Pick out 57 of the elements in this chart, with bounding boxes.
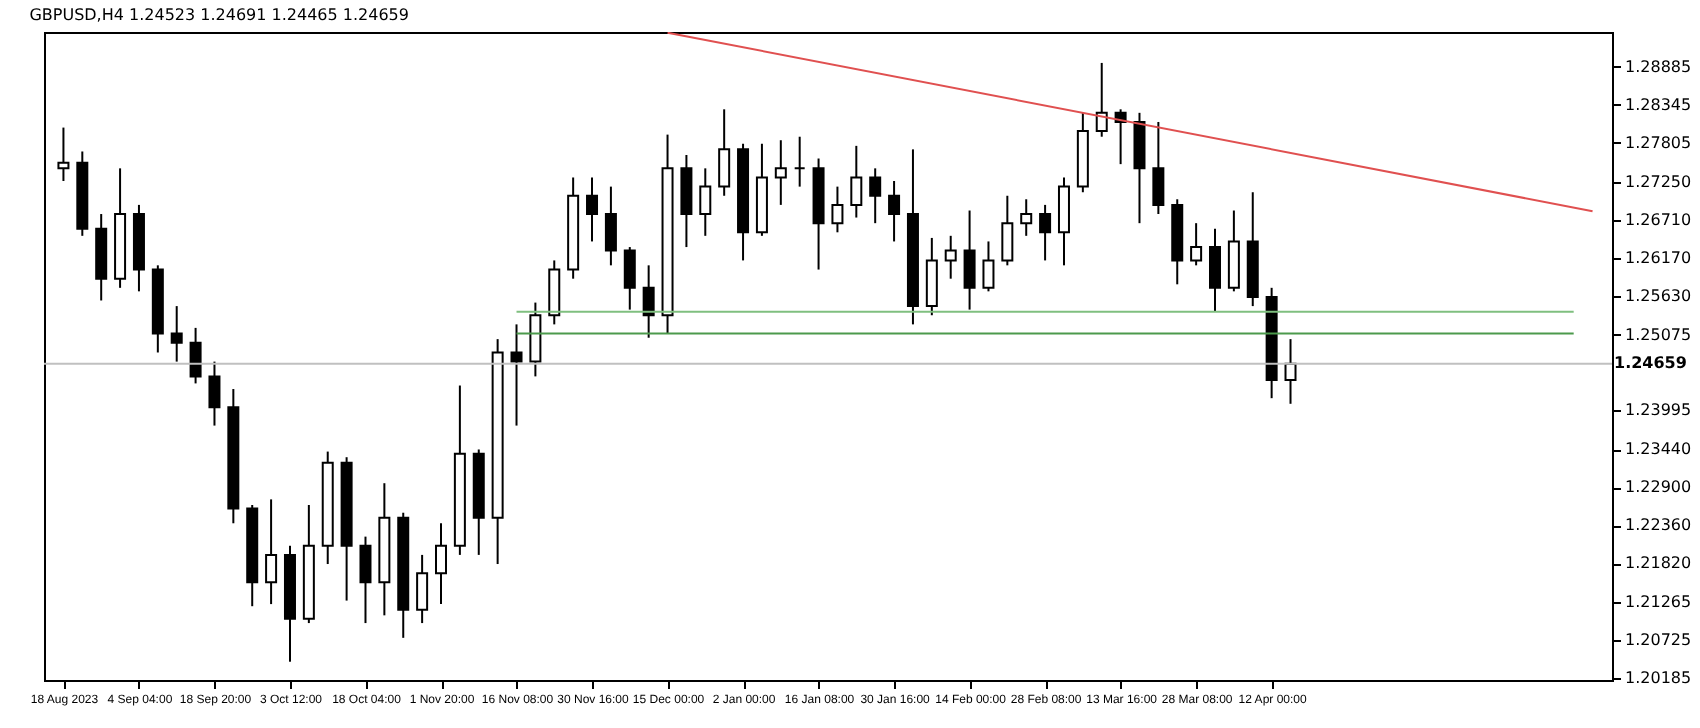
candlestick <box>189 326 202 385</box>
candlestick <box>1190 222 1203 267</box>
y-tick-label: 1.25075 <box>1625 325 1692 344</box>
y-tick-label: 1.27250 <box>1625 172 1692 191</box>
candlestick <box>548 259 561 326</box>
candlestick <box>1133 111 1146 225</box>
candlestick <box>586 176 599 243</box>
candlestick <box>604 185 617 267</box>
candlestick <box>529 301 542 378</box>
candlestick <box>1020 198 1033 237</box>
y-tick-label: 1.21265 <box>1625 593 1692 612</box>
y-tick-label: 1.23995 <box>1625 401 1692 420</box>
candlestick <box>416 553 429 625</box>
candlestick <box>982 240 995 293</box>
candlestick <box>435 522 447 606</box>
y-tick-label: 1.22360 <box>1625 516 1692 535</box>
y-tick-label: 1.28885 <box>1625 57 1692 76</box>
candlestick <box>793 135 806 188</box>
y-tick-label: 1.20725 <box>1625 631 1692 650</box>
candlestick <box>680 153 693 249</box>
y-tick-label: 1.27805 <box>1625 133 1692 152</box>
candlestick <box>944 234 957 280</box>
y-tick-label: 1.25630 <box>1625 286 1692 305</box>
candlestick <box>1227 209 1240 293</box>
candlestick <box>208 360 221 427</box>
candlestick <box>850 144 863 219</box>
candlestick <box>1209 227 1221 313</box>
candlestick <box>170 305 183 363</box>
candlestick <box>265 498 278 606</box>
chart-title: GBPUSD,H4 1.24523 1.24691 1.24465 1.24659 <box>29 6 409 24</box>
candlestick <box>774 139 787 206</box>
candlestick <box>1057 176 1070 267</box>
candlestick <box>57 126 70 182</box>
y-tick-label: 1.20185 <box>1625 669 1692 688</box>
candlestick <box>1001 194 1014 267</box>
candlestick <box>1039 203 1052 262</box>
candlestick <box>510 323 523 427</box>
candlestick <box>925 236 938 317</box>
candlestick <box>699 167 712 237</box>
candlestick <box>623 246 636 311</box>
y-tick-label: 1.26710 <box>1625 210 1692 229</box>
y-tick-label: 1.21820 <box>1625 554 1692 573</box>
candlestick <box>642 264 655 339</box>
y-tick-label: 1.26170 <box>1625 248 1692 267</box>
candlestick <box>831 185 844 234</box>
y-tick-label: 1.23440 <box>1625 440 1692 459</box>
candlestick <box>888 180 901 243</box>
candlestick <box>1284 338 1297 405</box>
candlestick <box>1152 120 1165 216</box>
candlestick <box>718 108 731 197</box>
candlestick <box>869 167 882 225</box>
ref-line-label: 1.24659 <box>1614 353 1688 372</box>
candlestick <box>359 535 372 625</box>
y-tick-label: 1.28345 <box>1625 95 1692 114</box>
y-tick-label: 1.22900 <box>1625 478 1692 497</box>
candlestick <box>1095 61 1108 138</box>
candlestick <box>963 209 976 311</box>
